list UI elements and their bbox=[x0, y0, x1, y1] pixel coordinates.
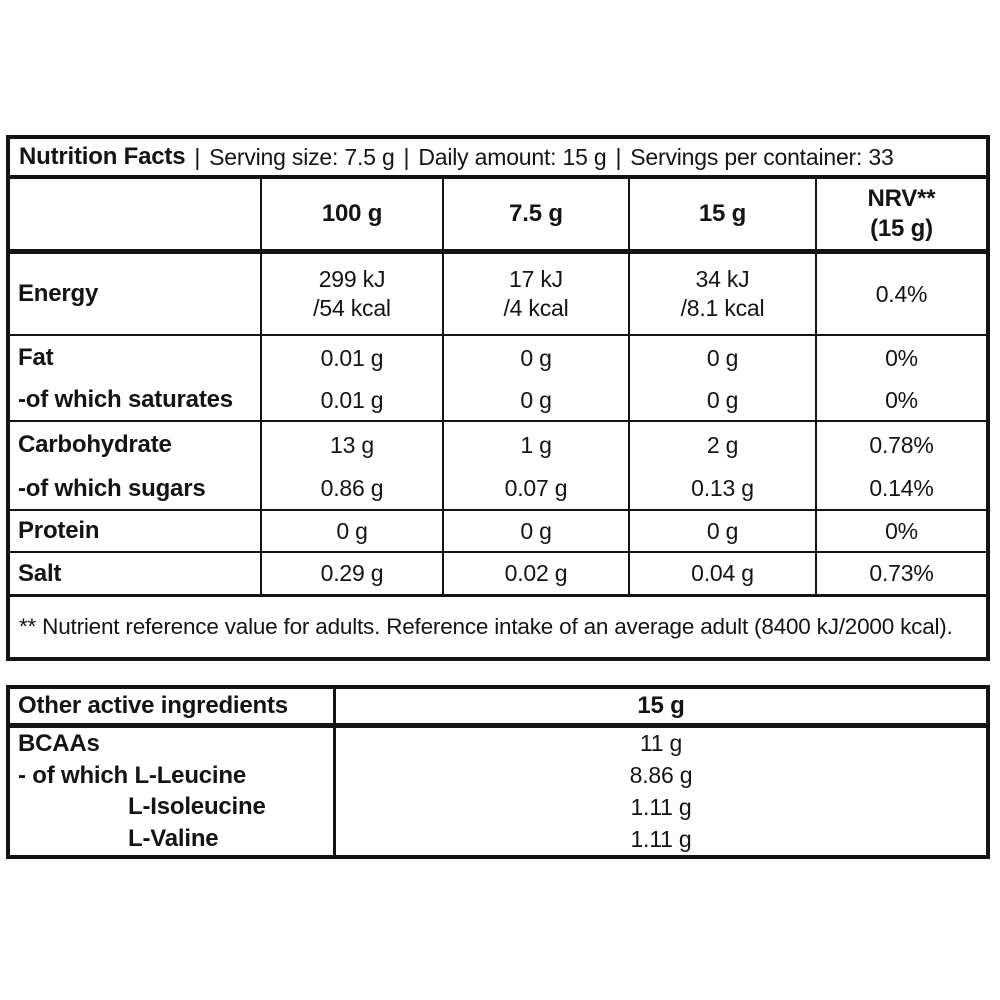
value-cell: 0 g bbox=[260, 511, 442, 551]
value-cell: 1 g bbox=[442, 422, 628, 468]
value-cell: 2 g bbox=[628, 422, 815, 468]
ingredients-body: BCAAs 11 g - of which L-Leucine 8.86 g L… bbox=[10, 728, 986, 855]
column-header-100g: 100 g bbox=[260, 179, 442, 249]
label-cell: Protein bbox=[18, 517, 100, 544]
value-cell: 299 kJ /54 kcal bbox=[260, 254, 442, 334]
value-cell: 0 g bbox=[628, 336, 815, 380]
value-cell: 0 g bbox=[442, 380, 628, 420]
ingredients-header-amount: 15 g bbox=[333, 689, 986, 723]
nutrition-facts-title: Nutrition Facts bbox=[19, 143, 186, 170]
value-cell: 0.86 g bbox=[260, 468, 442, 509]
row-l-leucine-label: - of which L-Leucine bbox=[18, 761, 246, 789]
value-cell: 0 g bbox=[442, 336, 628, 380]
serving-size-text: Serving size: 7.5 g bbox=[209, 143, 395, 170]
other-active-ingredients-table: Other active ingredients 15 g BCAAs 11 g… bbox=[6, 685, 990, 859]
value-cell: 0.01 g bbox=[260, 380, 442, 420]
row-l-valine-amount: 1.11 g bbox=[333, 823, 986, 855]
nutrition-facts-table: Nutrition Facts | Serving size: 7.5 g | … bbox=[6, 135, 990, 661]
row-l-valine-label: L-Valine bbox=[128, 825, 219, 853]
row-bcaas-label: BCAAs bbox=[18, 729, 100, 757]
column-header-nrv: NRV** (15 g) bbox=[815, 179, 986, 249]
column-header-empty bbox=[10, 179, 260, 249]
value-cell: 0.29 g bbox=[260, 553, 442, 594]
row-salt: Salt 0.29 g 0.02 g 0.04 g 0.73% bbox=[10, 553, 986, 597]
servings-per-container-text: Servings per container: 33 bbox=[630, 143, 894, 170]
value-cell: 0.13 g bbox=[628, 468, 815, 509]
value-cell: 0.02 g bbox=[442, 553, 628, 594]
title-separator: | bbox=[194, 143, 201, 170]
value-cell: 0.14% bbox=[815, 468, 986, 509]
label-cell: -of which sugars bbox=[18, 474, 206, 502]
row-of-which-saturates: -of which saturates 0.01 g 0 g 0 g 0% bbox=[10, 380, 986, 422]
label-cell: Salt bbox=[18, 559, 62, 587]
row-bcaas-amount: 11 g bbox=[333, 728, 986, 760]
row-l-isoleucine-amount: 1.11 g bbox=[333, 791, 986, 824]
label-cell: Energy bbox=[18, 280, 99, 307]
ingredients-header-row: Other active ingredients 15 g bbox=[10, 689, 986, 728]
row-fat: Fat 0.01 g 0 g 0 g 0% bbox=[10, 336, 986, 380]
nrv-footnote: ** Nutrient reference value for adults. … bbox=[19, 614, 953, 639]
value-cell: 34 kJ /8.1 kcal bbox=[628, 254, 815, 334]
title-separator: | bbox=[615, 143, 622, 170]
value-cell: 0% bbox=[815, 336, 986, 380]
row-protein: Protein 0 g 0 g 0 g 0% bbox=[10, 511, 986, 553]
row-l-leucine-amount: 8.86 g bbox=[333, 759, 986, 792]
value-cell: 0.04 g bbox=[628, 553, 815, 594]
value-cell: 17 kJ /4 kcal bbox=[442, 254, 628, 334]
nutrition-facts-title-bar: Nutrition Facts | Serving size: 7.5 g | … bbox=[10, 139, 986, 179]
row-energy: Energy 299 kJ /54 kcal 17 kJ /4 kcal 34 … bbox=[10, 254, 986, 336]
value-cell: 0.4% bbox=[815, 254, 986, 334]
row-l-isoleucine-label: L-Isoleucine bbox=[128, 793, 266, 821]
label-cell: -of which saturates bbox=[18, 386, 233, 413]
column-header-15g: 15 g bbox=[628, 179, 815, 249]
value-cell: 0.07 g bbox=[442, 468, 628, 509]
label-cell: Carbohydrate bbox=[18, 431, 172, 458]
value-cell: 0.78% bbox=[815, 422, 986, 468]
value-cell: 0.73% bbox=[815, 553, 986, 594]
ingredients-header-label: Other active ingredients bbox=[18, 692, 288, 719]
value-cell: 13 g bbox=[260, 422, 442, 468]
value-cell: 0% bbox=[815, 380, 986, 420]
value-cell: 0.01 g bbox=[260, 336, 442, 380]
row-carbohydrate: Carbohydrate 13 g 1 g 2 g 0.78% bbox=[10, 422, 986, 468]
label-cell: Fat bbox=[18, 344, 54, 371]
value-cell: 0% bbox=[815, 511, 986, 551]
column-header-row: 100 g 7.5 g 15 g NRV** (15 g) bbox=[10, 179, 986, 254]
value-cell: 0 g bbox=[628, 380, 815, 420]
daily-amount-text: Daily amount: 15 g bbox=[418, 143, 607, 170]
title-separator: | bbox=[403, 143, 410, 170]
value-cell: 0 g bbox=[628, 511, 815, 551]
row-of-which-sugars: -of which sugars 0.86 g 0.07 g 0.13 g 0.… bbox=[10, 468, 986, 511]
value-cell: 0 g bbox=[442, 511, 628, 551]
column-header-7-5g: 7.5 g bbox=[442, 179, 628, 249]
